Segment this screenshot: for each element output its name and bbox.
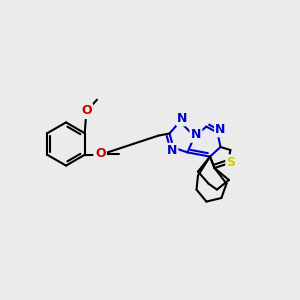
Text: O: O	[95, 148, 105, 161]
Text: N: N	[191, 128, 201, 142]
Text: N: N	[177, 112, 188, 125]
Text: O: O	[81, 105, 92, 118]
Text: O: O	[95, 147, 106, 160]
Text: N: N	[167, 144, 177, 157]
Text: O: O	[81, 104, 92, 117]
Text: S: S	[226, 155, 236, 169]
Text: N: N	[215, 123, 226, 136]
